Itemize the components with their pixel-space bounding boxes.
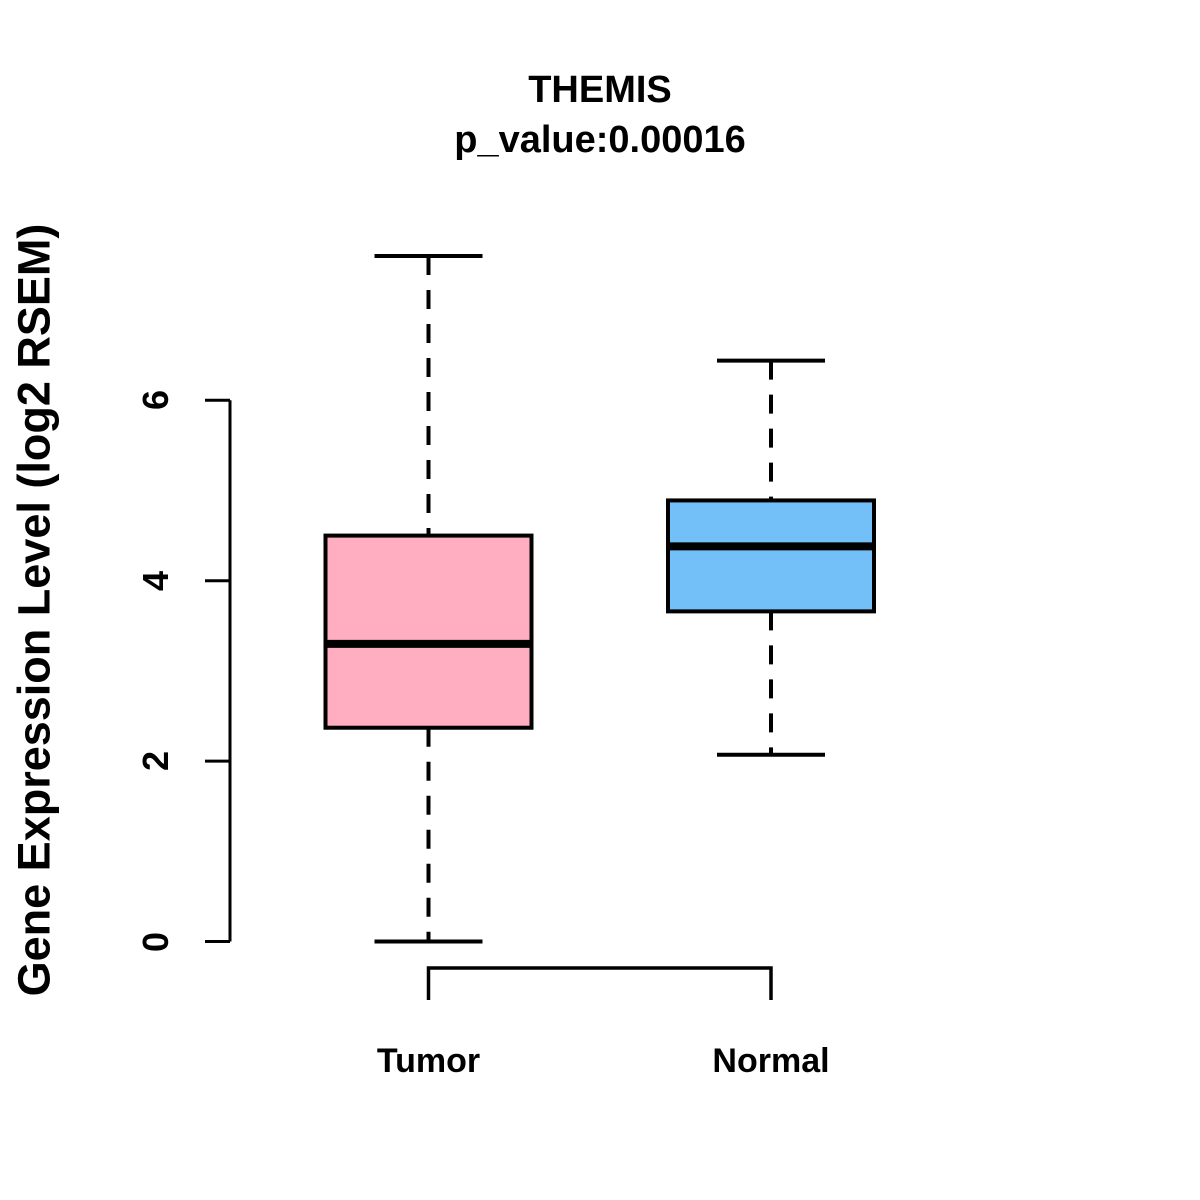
- y-axis-tick-label-2: 2: [135, 751, 176, 772]
- y-axis-label: Gene Expression Level (log2 RSEM): [8, 223, 60, 997]
- box-normal: [666, 498, 876, 614]
- y-axis-tick-label-4: 4: [135, 570, 176, 591]
- x-axis-category-label-normal: Normal: [712, 1042, 830, 1080]
- y-axis-tick-label-6: 6: [135, 390, 176, 411]
- x-axis-bracket: [426, 966, 773, 1000]
- chart-subtitle-pvalue: p_value:0.00016: [454, 119, 746, 161]
- chart-title: THEMIS: [528, 69, 672, 111]
- x-axis-category-label-tumor: Tumor: [376, 1042, 481, 1080]
- y-axis-tick-label-0: 0: [135, 931, 176, 952]
- box-tumor: [323, 533, 534, 730]
